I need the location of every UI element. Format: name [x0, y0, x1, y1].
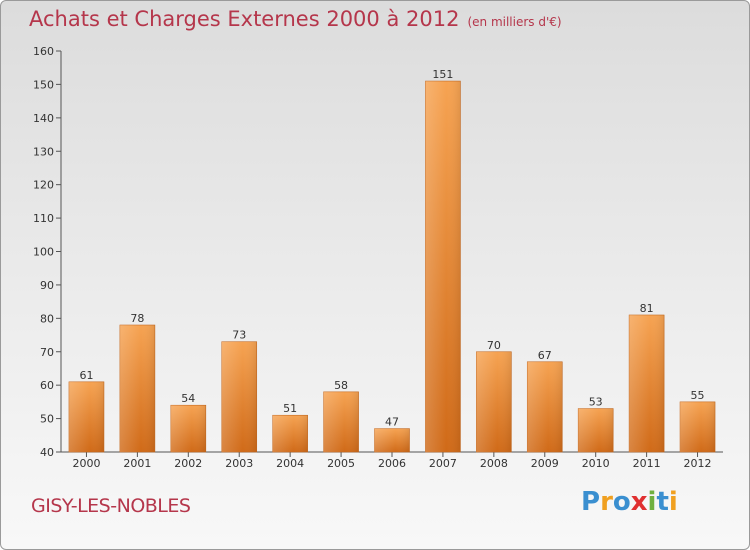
x-tick-label: 2007	[429, 457, 457, 470]
x-axis: 2000 2001 2002 2003 2004 2005 2006 2007 2008 2009…	[61, 451, 723, 470]
logo-letter: i	[668, 487, 678, 517]
bar-shade	[119, 325, 155, 452]
bar-shade	[272, 415, 308, 452]
y-tick-label: 130	[33, 145, 54, 158]
data-label: 54	[181, 392, 195, 405]
bar-shade	[68, 381, 104, 452]
bars: 61 78 54 73 51 58 47 151 70 67 53 81 55	[68, 68, 716, 453]
commune-name: GISY-LES-NOBLES	[31, 495, 191, 517]
logo-letter: P	[581, 487, 601, 517]
bar-shade	[323, 391, 359, 452]
x-tick-label: 2008	[480, 457, 508, 470]
data-label: 151	[432, 68, 453, 81]
y-tick-label: 50	[40, 413, 54, 426]
bar-shade	[170, 405, 206, 452]
bar-shade	[476, 351, 512, 452]
x-tick-label: 2000	[72, 457, 100, 470]
bar-shade	[527, 361, 563, 452]
data-label: 55	[691, 389, 705, 402]
data-label: 70	[487, 339, 501, 352]
data-label: 47	[385, 416, 399, 429]
y-tick-label: 140	[33, 112, 54, 125]
bar-shade	[578, 408, 614, 452]
data-label: 58	[334, 379, 348, 392]
data-label: 51	[283, 402, 297, 415]
y-tick-label: 120	[33, 179, 54, 192]
y-tick-label: 70	[40, 346, 54, 359]
y-tick-label: 160	[33, 45, 54, 58]
y-tick-label: 100	[33, 246, 54, 259]
bar-shade	[680, 401, 716, 452]
x-tick-label: 2005	[327, 457, 355, 470]
logo-letter: o	[612, 487, 631, 517]
chart-title: Achats et Charges Externes 2000 à 2012 (e…	[29, 7, 562, 31]
bar-shade	[425, 81, 461, 452]
x-tick-label: 2009	[531, 457, 559, 470]
y-tick-label: 40	[40, 446, 54, 459]
x-tick-label: 2004	[276, 457, 304, 470]
logo-letter: i	[647, 487, 657, 517]
y-tick-label: 110	[33, 212, 54, 225]
data-label: 78	[130, 312, 144, 325]
logo-letter: x	[630, 487, 648, 517]
y-tick-label: 60	[40, 379, 54, 392]
x-tick-label: 2011	[633, 457, 661, 470]
bar-shade	[374, 428, 410, 452]
x-tick-label: 2001	[123, 457, 151, 470]
data-label: 53	[589, 396, 603, 409]
logo-letter: t	[656, 487, 669, 517]
bar-shade	[221, 341, 257, 452]
bar-shade	[629, 314, 665, 452]
chart-subtitle: (en milliers d'€)	[467, 15, 562, 29]
data-label: 73	[232, 329, 246, 342]
data-label: 67	[538, 349, 552, 362]
data-label: 81	[640, 302, 654, 315]
x-tick-label: 2006	[378, 457, 406, 470]
x-tick-label: 2002	[174, 457, 202, 470]
y-tick-label: 80	[40, 312, 54, 325]
data-label: 61	[79, 369, 93, 382]
x-tick-label: 2010	[582, 457, 610, 470]
x-tick-label: 2003	[225, 457, 253, 470]
y-tick-label: 90	[40, 279, 54, 292]
x-tick-label: 2012	[684, 457, 712, 470]
logo-letter: r	[600, 487, 613, 517]
y-tick-label: 150	[33, 78, 54, 91]
proxiti-logo: Proxiti	[581, 487, 678, 517]
chart-title-text: Achats et Charges Externes 2000 à 2012	[29, 7, 460, 31]
y-axis: 40 50 60 70 80 90 100 110 120 130 140 150 160	[33, 45, 62, 459]
